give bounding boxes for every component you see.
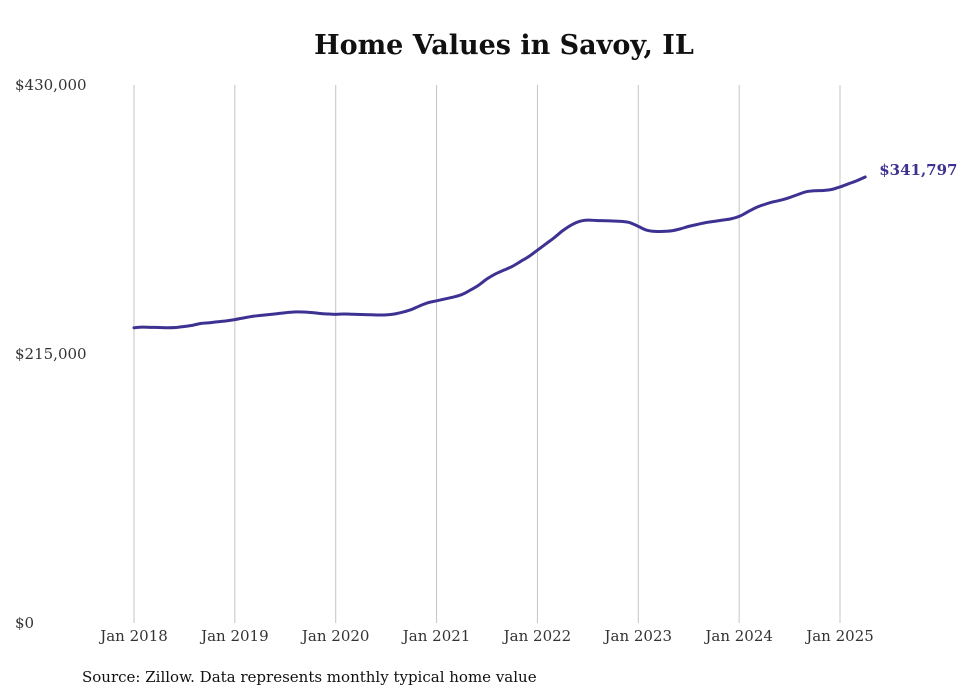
series-layer — [132, 175, 867, 330]
x-tick-label: Jan 2019 — [199, 627, 269, 645]
x-tick-label: Jan 2022 — [502, 627, 572, 645]
chart-title: Home Values in Savoy, IL — [314, 30, 694, 61]
y-tick-label: $215,000 — [15, 345, 87, 363]
x-tick-label: Jan 2018 — [98, 627, 168, 645]
y-tick-label: $0 — [15, 614, 34, 632]
x-tick-label: Jan 2023 — [603, 627, 673, 645]
x-tick-label: Jan 2024 — [703, 627, 773, 645]
data-labels: $341,797 — [879, 161, 957, 179]
x-tick-label: Jan 2020 — [300, 627, 370, 645]
y-axis-ticks: $0 $215,000 $430,000 — [15, 76, 87, 632]
y-tick-label: $430,000 — [15, 76, 87, 94]
x-tick-label: Jan 2021 — [401, 627, 471, 645]
grid-lines — [133, 85, 841, 623]
series-line-home-value — [132, 175, 867, 330]
end-value-label: $341,797 — [879, 161, 957, 179]
x-axis-ticks: Jan 2018 Jan 2019 Jan 2020 Jan 2021 Jan 2022… — [98, 627, 874, 645]
source-note: Source: Zillow. Data represents monthly … — [82, 668, 537, 686]
x-tick-label: Jan 2025 — [804, 627, 874, 645]
